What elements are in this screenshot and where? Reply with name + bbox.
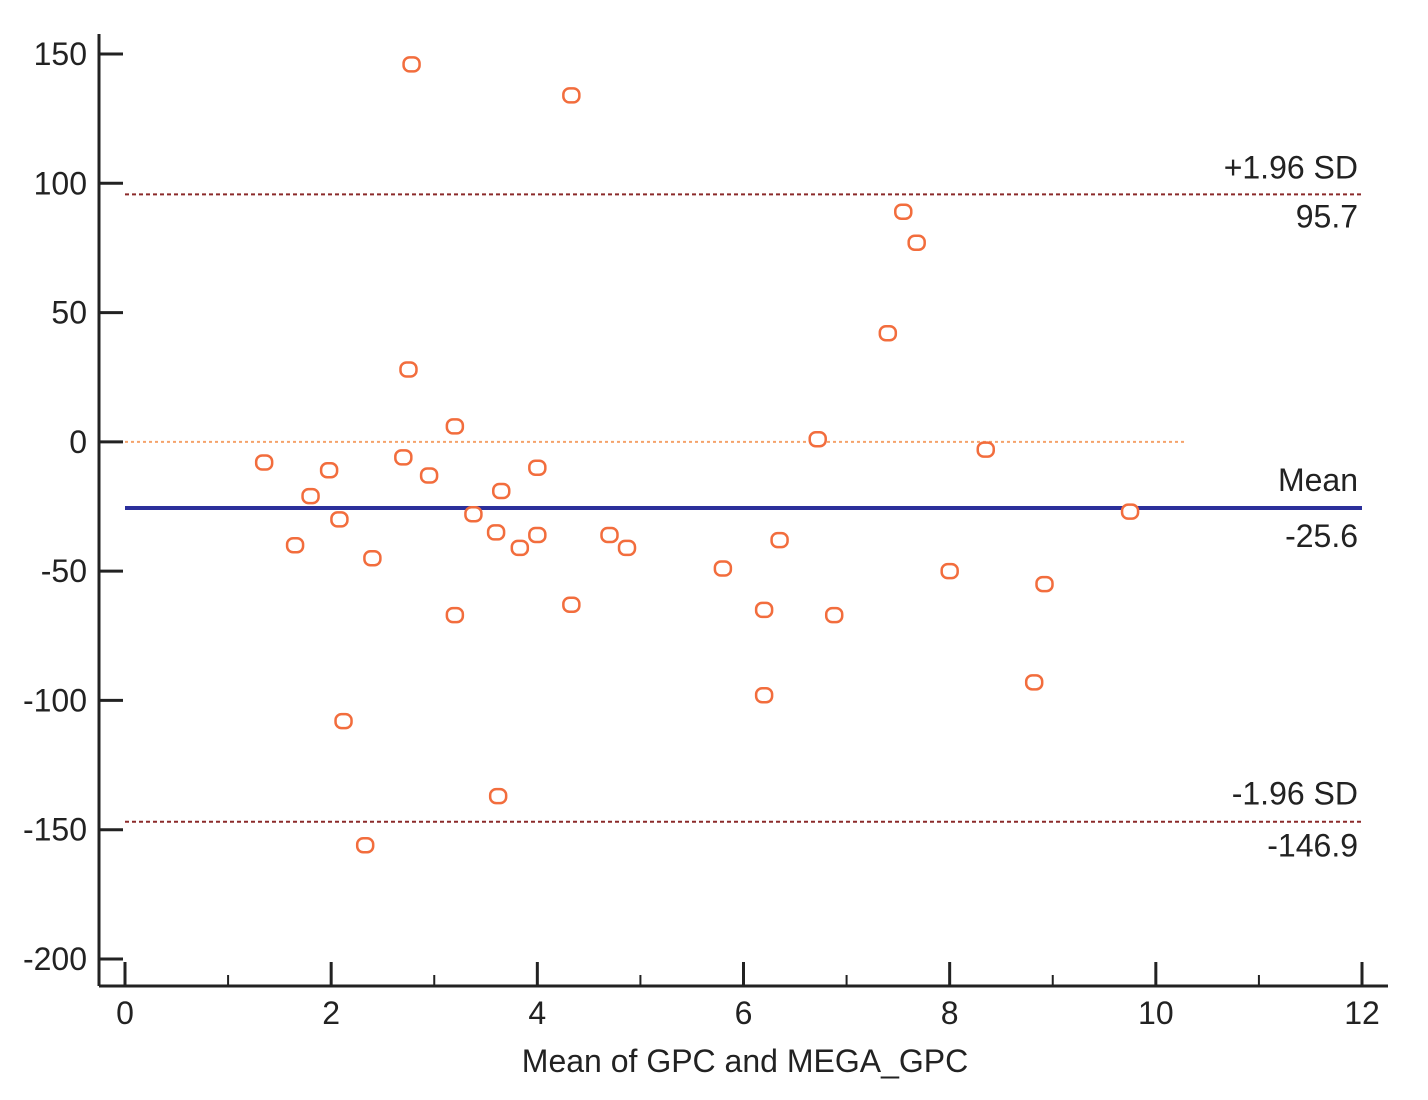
data-point	[713, 560, 733, 577]
data-point	[394, 449, 413, 466]
data-point	[754, 601, 774, 619]
x-tick-label: 0	[116, 995, 134, 1031]
data-points	[254, 56, 1140, 854]
y-tick-label: -50	[41, 553, 87, 589]
data-point	[330, 511, 349, 528]
data-point	[808, 431, 827, 448]
x-tick-label: 6	[735, 995, 753, 1031]
y-tick-label: 150	[34, 36, 87, 72]
data-point	[940, 562, 959, 580]
data-point	[334, 712, 353, 730]
upper-limit-label: +1.96 SD	[1224, 149, 1358, 185]
lower-limit-value: -146.9	[1267, 828, 1358, 864]
data-point	[976, 441, 995, 458]
data-point	[419, 467, 439, 484]
data-point	[445, 606, 465, 624]
data-point	[894, 203, 913, 220]
data-point	[562, 87, 581, 104]
data-point	[617, 539, 637, 557]
upper-limit-value: 95.7	[1296, 198, 1358, 234]
data-point	[1035, 575, 1054, 593]
reference-lines	[125, 193, 1362, 823]
x-tick-label: 12	[1344, 995, 1380, 1031]
y-tick-label: 0	[69, 424, 87, 460]
x-tick-label: 8	[941, 995, 959, 1031]
y-tick-label: 50	[51, 295, 87, 331]
data-point	[528, 459, 547, 476]
data-point	[363, 549, 382, 567]
data-point	[301, 487, 320, 505]
y-tick-label: -100	[23, 682, 87, 718]
y-tick-label: -200	[23, 941, 87, 977]
x-axis-title: Mean of GPC and MEGA_GPC	[522, 1043, 968, 1079]
x-tick-label: 4	[528, 995, 546, 1031]
data-point	[562, 596, 581, 614]
data-point	[754, 687, 774, 704]
axes: 150 100 50 0 -50 -100 -150 -200 0 2 4 6 8 10 12	[23, 34, 1388, 1031]
reference-labels: +1.96 SD 95.7 Mean -25.6 -1.96 SD -146.9	[1224, 149, 1358, 863]
data-point	[254, 454, 274, 471]
data-point	[770, 531, 789, 549]
mean-label: Mean	[1278, 462, 1358, 498]
data-point	[355, 836, 375, 854]
data-point	[528, 526, 547, 544]
data-point	[319, 462, 339, 479]
x-tick-label: 2	[322, 995, 340, 1031]
data-point	[464, 506, 483, 523]
data-point	[285, 537, 305, 554]
data-point	[824, 606, 844, 624]
data-point	[510, 539, 530, 557]
data-point	[1120, 503, 1140, 520]
data-point	[445, 418, 465, 435]
data-point	[399, 361, 418, 378]
data-point	[1024, 674, 1044, 691]
y-tick-label: 100	[34, 165, 87, 201]
data-point	[907, 234, 926, 252]
data-point	[600, 526, 619, 544]
lower-limit-label: -1.96 SD	[1232, 776, 1358, 812]
data-point	[488, 787, 508, 805]
x-tick-label: 10	[1138, 995, 1174, 1031]
y-tick-label: -150	[23, 812, 87, 848]
data-point	[486, 524, 506, 541]
data-point	[878, 325, 898, 342]
data-point	[402, 56, 421, 73]
mean-value: -25.6	[1285, 518, 1358, 554]
data-point	[492, 482, 511, 500]
